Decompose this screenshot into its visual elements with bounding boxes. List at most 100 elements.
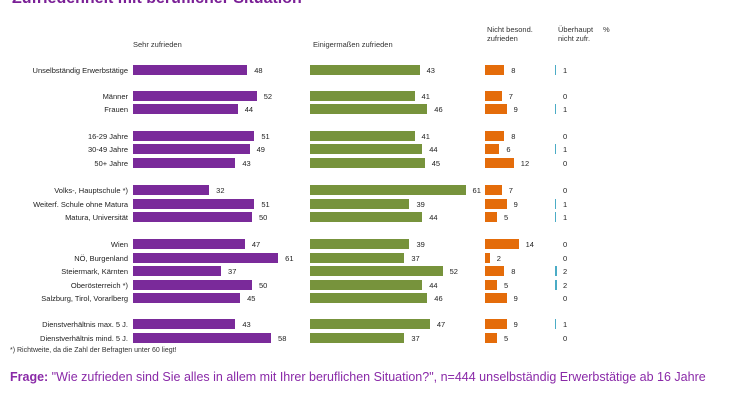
value-label: 0 bbox=[563, 334, 568, 343]
value-label: 37 bbox=[228, 267, 237, 276]
bar-einigermassen bbox=[310, 131, 415, 141]
value-label: 5 bbox=[504, 213, 509, 222]
bar-einigermassen bbox=[310, 280, 423, 290]
bar-sehr bbox=[133, 144, 250, 154]
row-label: Dienstverhältnis max. 5 J. bbox=[42, 319, 128, 329]
bar-einigermassen bbox=[310, 333, 405, 343]
bar-nicht-besond bbox=[485, 199, 507, 209]
bar-nicht-besond bbox=[485, 158, 514, 168]
value-label: 0 bbox=[563, 186, 568, 195]
bar-nicht-besond bbox=[485, 104, 507, 114]
value-label: 1 bbox=[563, 200, 568, 209]
bar-ueberhaupt-nicht bbox=[555, 319, 557, 329]
bar-nicht-besond bbox=[485, 280, 497, 290]
bar-nicht-besond bbox=[485, 266, 505, 276]
value-label: 51 bbox=[261, 132, 270, 141]
row-label: Wien bbox=[110, 239, 128, 249]
chart-title: Zufriedenheit mit beruflicher Situation bbox=[12, 0, 302, 8]
value-label: 8 bbox=[511, 267, 516, 276]
bar-nicht-besond bbox=[485, 293, 507, 303]
bar-einigermassen bbox=[310, 185, 466, 195]
bar-einigermassen bbox=[310, 199, 410, 209]
value-label: 44 bbox=[244, 105, 254, 114]
value-label: 0 bbox=[563, 254, 568, 263]
value-label: 44 bbox=[429, 281, 438, 290]
bar-ueberhaupt-nicht bbox=[555, 199, 557, 209]
bar-einigermassen bbox=[310, 212, 423, 222]
value-label: 0 bbox=[563, 294, 568, 303]
value-label: 1 bbox=[563, 105, 568, 114]
value-label: 1 bbox=[563, 66, 568, 75]
bar-ueberhaupt-nicht bbox=[555, 280, 558, 290]
value-label: 0 bbox=[563, 92, 568, 101]
question-body: "Wie zufrieden sind Sie alles in allem m… bbox=[48, 370, 706, 384]
bar-einigermassen bbox=[310, 293, 428, 303]
value-label: 6 bbox=[506, 145, 511, 154]
value-label: 47 bbox=[436, 320, 446, 329]
value-label: 9 bbox=[513, 320, 518, 329]
bar-einigermassen bbox=[310, 65, 420, 75]
row-label: Frauen bbox=[104, 104, 128, 114]
value-label: 9 bbox=[513, 200, 518, 209]
header-nicht-besond-zufrieden: Nicht besond. zufrieden bbox=[487, 25, 533, 43]
bar-einigermassen bbox=[310, 239, 410, 249]
value-label: 2 bbox=[563, 267, 568, 276]
header-sehr-zufrieden: Sehr zufrieden bbox=[133, 40, 182, 49]
value-label: 0 bbox=[563, 159, 568, 168]
row-label: Oberösterreich *) bbox=[70, 280, 128, 290]
value-label: 43 bbox=[426, 66, 435, 75]
value-label: 12 bbox=[520, 159, 530, 168]
row-label: NÖ, Burgenland bbox=[74, 253, 128, 263]
value-label: 2 bbox=[563, 281, 568, 290]
row-label: Salzburg, Tirol, Vorarlberg bbox=[41, 293, 128, 303]
value-label: 51 bbox=[261, 200, 270, 209]
bar-nicht-besond bbox=[485, 144, 500, 154]
bar-sehr bbox=[133, 104, 238, 114]
bar-sehr bbox=[133, 280, 252, 290]
bar-ueberhaupt-nicht bbox=[555, 104, 557, 114]
value-label: 39 bbox=[416, 200, 425, 209]
row-label: Dienstverhältnis mind. 5 J. bbox=[40, 333, 128, 343]
bar-sehr bbox=[133, 333, 272, 343]
value-label: 5 bbox=[504, 334, 509, 343]
row-label: Weiterf. Schule ohne Matura bbox=[33, 199, 128, 209]
row-label: 50+ Jahre bbox=[94, 158, 128, 168]
bar-einigermassen bbox=[310, 144, 423, 154]
value-label: 48 bbox=[254, 66, 263, 75]
question-text: Frage: "Wie zufrieden sind Sie alles in … bbox=[10, 370, 728, 385]
bar-nicht-besond bbox=[485, 91, 502, 101]
bar-sehr bbox=[133, 293, 241, 303]
bar-nicht-besond bbox=[485, 333, 497, 343]
value-label: 2 bbox=[496, 254, 501, 263]
bar-ueberhaupt-nicht bbox=[555, 144, 557, 154]
bar-nicht-besond bbox=[485, 239, 519, 249]
bar-sehr bbox=[133, 253, 279, 263]
value-label: 41 bbox=[421, 132, 430, 141]
value-label: 0 bbox=[563, 240, 568, 249]
bar-ueberhaupt-nicht bbox=[555, 65, 557, 75]
bar-nicht-besond bbox=[485, 65, 505, 75]
value-label: 50 bbox=[259, 213, 268, 222]
bar-einigermassen bbox=[310, 104, 428, 114]
row-label: Volks-, Hauptschule *) bbox=[54, 185, 128, 195]
bar-nicht-besond bbox=[485, 253, 490, 263]
bar-sehr bbox=[133, 239, 245, 249]
value-label: 9 bbox=[513, 105, 518, 114]
bar-ueberhaupt-nicht bbox=[555, 266, 558, 276]
bar-sehr bbox=[133, 91, 257, 101]
value-label: 7 bbox=[508, 186, 513, 195]
value-label: 61 bbox=[472, 186, 481, 195]
bar-nicht-besond bbox=[485, 131, 505, 141]
header-einigermassen-zufrieden: Einigermaßen zufrieden bbox=[313, 40, 393, 49]
value-label: 50 bbox=[259, 281, 268, 290]
bar-ueberhaupt-nicht bbox=[555, 212, 557, 222]
bar-nicht-besond bbox=[485, 185, 502, 195]
value-label: 45 bbox=[431, 159, 441, 168]
value-label: 41 bbox=[421, 92, 430, 101]
bar-nicht-besond bbox=[485, 319, 507, 329]
value-label: 37 bbox=[411, 334, 420, 343]
value-label: 44 bbox=[429, 213, 438, 222]
value-label: 61 bbox=[285, 254, 294, 263]
bar-sehr bbox=[133, 158, 236, 168]
